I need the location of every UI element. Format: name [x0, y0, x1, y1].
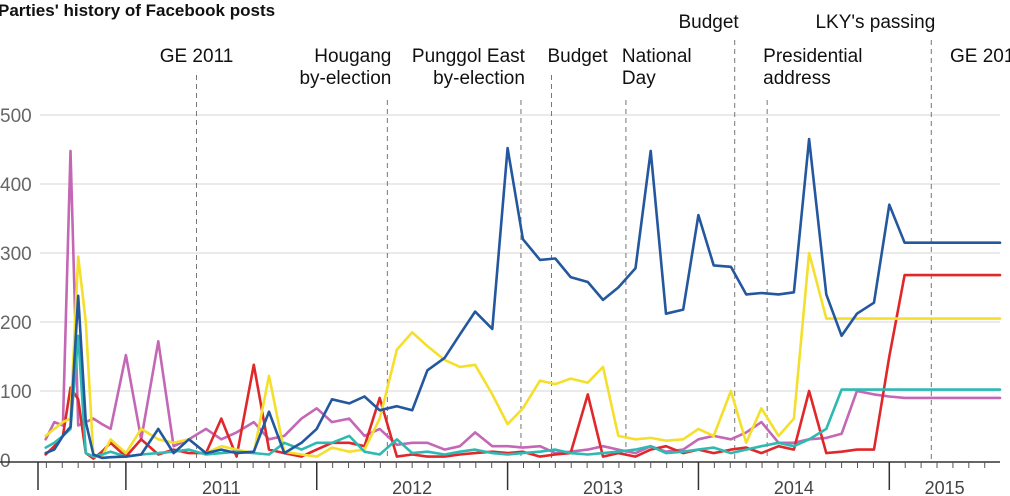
y-tick-label: 400 — [0, 175, 32, 196]
y-tick-label: 100 — [0, 382, 32, 403]
series-line-1 — [44, 273, 1002, 460]
y-tick-label: 300 — [0, 244, 32, 265]
event-label: Day — [622, 68, 656, 89]
event-label: Budget — [547, 46, 608, 67]
gridlines — [40, 114, 1000, 392]
series-line-2 — [44, 149, 1002, 455]
event-label: by-election — [433, 68, 525, 89]
year-label: 2013 — [583, 478, 623, 496]
year-label: 2011 — [202, 478, 241, 496]
year-label: 2014 — [774, 478, 814, 496]
event-label: LKY's passing — [815, 12, 935, 33]
series-line-4 — [44, 334, 1002, 458]
year-label: 2015 — [925, 478, 965, 496]
event-label: Presidential — [763, 46, 862, 67]
year-label: 2012 — [392, 478, 432, 496]
x-axis: 2011 2012 2013 2014 2015 — [0, 461, 1000, 496]
event-label: GE 2015 — [950, 46, 1010, 67]
event-label: address — [763, 68, 831, 89]
series-lines — [44, 137, 1002, 460]
y-tick-label: 200 — [0, 313, 32, 334]
event-label: National — [622, 46, 692, 67]
event-label: Budget — [678, 12, 739, 33]
chart-title: Parties' history of Facebook posts — [0, 1, 275, 20]
series-line-3 — [44, 251, 1002, 458]
event-label: by-election — [299, 68, 391, 89]
y-tick-label: 500 — [0, 106, 32, 127]
event-label: Punggol East — [412, 46, 526, 67]
series-line-0 — [44, 137, 1002, 460]
event-label: GE 2011 — [160, 46, 234, 67]
event-label: Hougang — [314, 46, 391, 67]
